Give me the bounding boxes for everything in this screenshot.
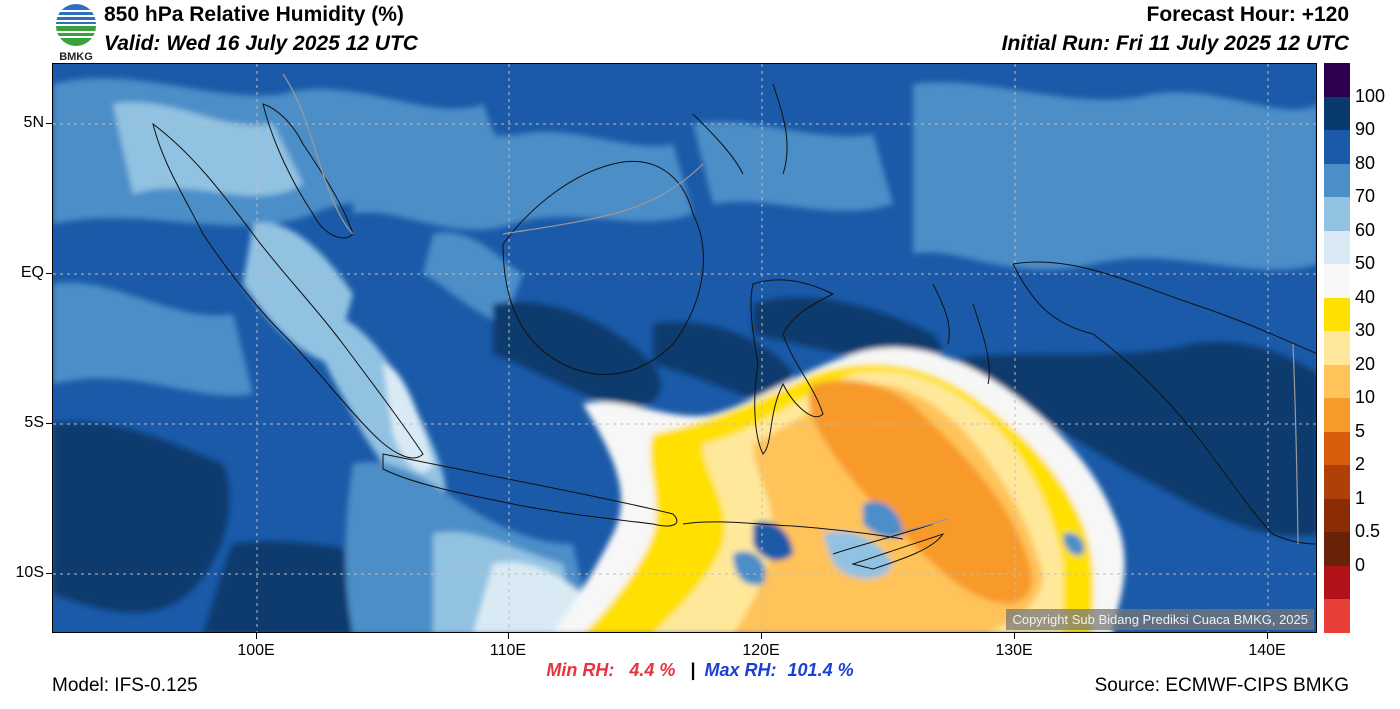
colorbar-segment <box>1324 398 1350 433</box>
initial-run: Initial Run: Fri 11 July 2025 12 UTC <box>1001 32 1349 55</box>
political-borders <box>282 73 1299 545</box>
lon-label-120e: 120E <box>742 642 780 659</box>
min-rh-value: 4.4 % <box>629 660 676 680</box>
bmkg-logo: BMKG <box>52 2 100 63</box>
lat-label-5n: 5N <box>23 114 44 131</box>
lon-tick <box>256 633 257 639</box>
colorbar-label: 90 <box>1355 119 1376 140</box>
colorbar-segment <box>1324 130 1350 165</box>
max-rh-label: Max RH: <box>704 660 777 680</box>
colorbar-label: 80 <box>1355 152 1376 173</box>
lat-label-5s: 5S <box>24 414 44 431</box>
lat-label-eq: EQ <box>20 264 44 281</box>
lat-label-10s: 10S <box>15 564 44 581</box>
lat-tick <box>46 123 52 124</box>
colorbar-label: 100 <box>1355 85 1386 106</box>
lat-tick <box>46 273 52 274</box>
colorbar-segment <box>1324 63 1350 98</box>
colorbar-label: 60 <box>1355 219 1376 240</box>
lat-tick <box>46 573 52 574</box>
colorbar-segment <box>1324 230 1350 265</box>
lon-tick <box>1267 633 1268 639</box>
colorbar-label: 30 <box>1355 320 1376 341</box>
colorbar-label: 20 <box>1355 353 1376 374</box>
lon-label-130e: 130E <box>995 642 1033 659</box>
colorbar-segment <box>1324 532 1350 567</box>
copyright-notice: Copyright Sub Bidang Prediksi Cuaca BMKG… <box>1006 609 1314 630</box>
colorbar-segment <box>1324 331 1350 366</box>
colorbar-label: 50 <box>1355 253 1376 274</box>
lon-tick <box>1014 633 1015 639</box>
stats-separator: | <box>690 660 696 680</box>
colorbar-segment <box>1324 498 1350 533</box>
colorbar-segment <box>1324 163 1350 198</box>
colorbar-label: 2 <box>1355 454 1366 475</box>
colorbar-segment <box>1324 264 1350 299</box>
model-info: Model: IFS-0.125 <box>52 675 198 696</box>
bmkg-emblem-icon <box>56 4 96 46</box>
forecast-hour: Forecast Hour: +120 <box>1146 3 1350 26</box>
colorbar-segment <box>1324 364 1350 399</box>
colorbar-segment <box>1324 465 1350 500</box>
rh-stats: Min RH: 4.4 % | Max RH: 101.4 % <box>0 660 1400 681</box>
lon-label-140e: 140E <box>1248 642 1286 659</box>
lon-tick <box>761 633 762 639</box>
valid-time: Valid: Wed 16 July 2025 12 UTC <box>104 32 418 55</box>
colorbar-label: 5 <box>1355 420 1366 441</box>
lon-tick <box>508 633 509 639</box>
colorbar <box>1324 63 1350 634</box>
colorbar-segment <box>1324 297 1350 332</box>
colorbar-label: 0.5 <box>1355 521 1381 542</box>
colorbar-label: 40 <box>1355 286 1376 307</box>
colorbar-segment <box>1324 431 1350 466</box>
humidity-map <box>52 63 1317 633</box>
map-gridlines <box>53 64 1316 632</box>
colorbar-segment <box>1324 565 1350 600</box>
lon-label-100e: 100E <box>237 642 275 659</box>
max-rh-value: 101.4 % <box>787 660 854 680</box>
humidity-field <box>53 64 1316 632</box>
colorbar-label: 10 <box>1355 387 1376 408</box>
lat-tick <box>46 423 52 424</box>
colorbar-label: 0 <box>1355 554 1366 575</box>
colorbar-label: 70 <box>1355 186 1376 207</box>
coastlines <box>152 83 1316 570</box>
source-info: Source: ECMWF-CIPS BMKG <box>1094 675 1349 696</box>
logo-text: BMKG <box>59 51 93 63</box>
lon-label-110e: 110E <box>489 642 527 659</box>
colorbar-segment <box>1324 96 1350 131</box>
colorbar-segment <box>1324 599 1350 634</box>
min-rh-label: Min RH: <box>546 660 615 680</box>
map-title: 850 hPa Relative Humidity (%) <box>104 3 404 26</box>
colorbar-label: 1 <box>1355 487 1366 508</box>
colorbar-segment <box>1324 197 1350 232</box>
